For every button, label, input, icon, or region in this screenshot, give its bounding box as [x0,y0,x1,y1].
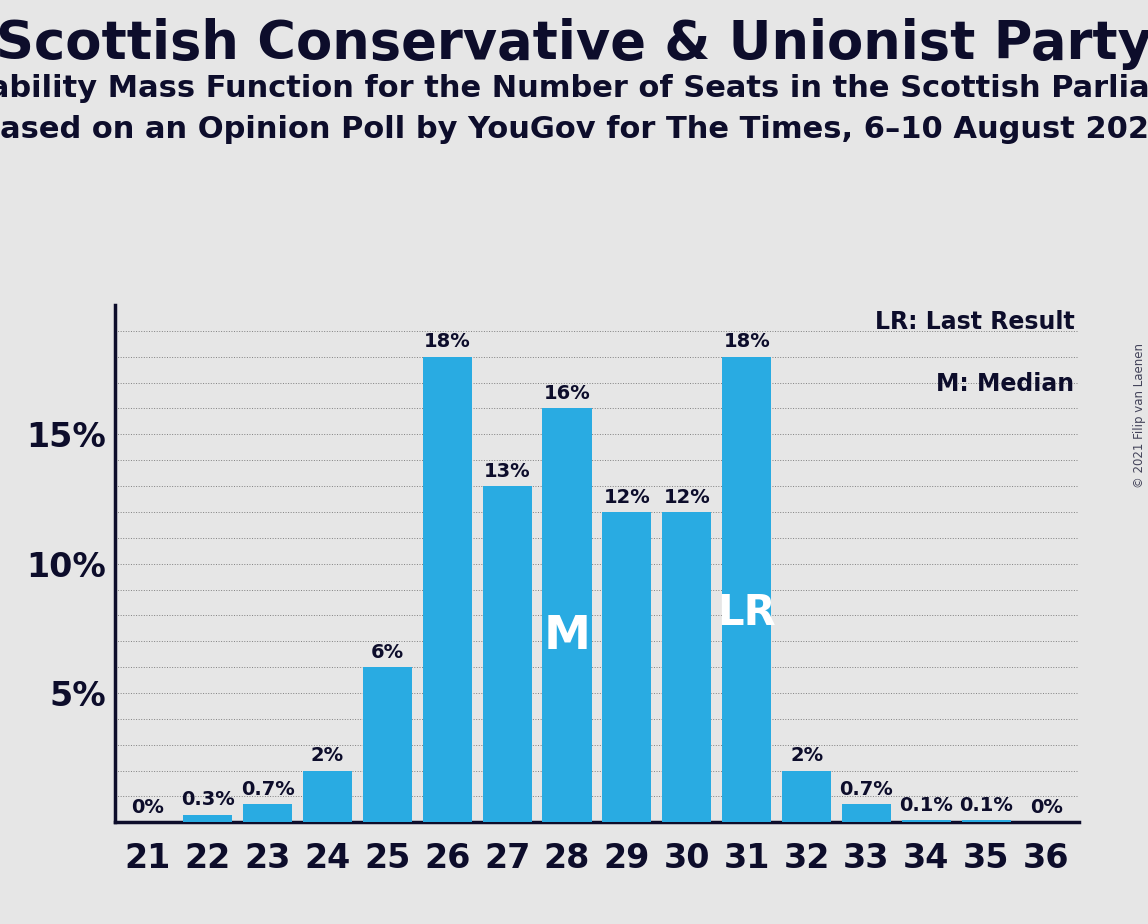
Text: Based on an Opinion Poll by YouGov for The Times, 6–10 August 2020: Based on an Opinion Poll by YouGov for T… [0,115,1148,143]
Text: 12%: 12% [604,488,650,506]
Text: 2%: 2% [311,747,344,765]
Text: 0.1%: 0.1% [899,796,953,815]
Bar [183,815,232,822]
Text: 0.7%: 0.7% [241,780,294,799]
Bar [603,512,651,822]
Bar [243,804,292,822]
Text: © 2021 Filip van Laenen: © 2021 Filip van Laenen [1133,344,1146,488]
Bar [363,667,412,822]
Bar [841,804,891,822]
Bar [782,771,831,822]
Text: 0%: 0% [131,798,164,817]
Text: 6%: 6% [371,643,404,662]
Bar [482,486,532,822]
Text: 0.1%: 0.1% [960,796,1014,815]
Bar [543,408,591,822]
Text: 18%: 18% [424,333,471,351]
Bar [902,820,951,822]
Text: 2%: 2% [790,747,823,765]
Text: Scottish Conservative & Unionist Party: Scottish Conservative & Unionist Party [0,18,1148,70]
Bar [962,820,1011,822]
Text: 0.7%: 0.7% [839,780,893,799]
Text: M: Median: M: Median [936,372,1075,396]
Text: 12%: 12% [664,488,711,506]
Bar [722,357,771,822]
Text: 13%: 13% [483,462,530,480]
Bar [662,512,712,822]
Text: M: M [543,614,590,659]
Bar [303,771,352,822]
Bar [422,357,472,822]
Text: Probability Mass Function for the Number of Seats in the Scottish Parliament: Probability Mass Function for the Number… [0,74,1148,103]
Text: LR: Last Result: LR: Last Result [875,310,1075,334]
Text: LR: LR [718,591,776,634]
Text: 0.3%: 0.3% [180,790,234,809]
Text: 18%: 18% [723,333,770,351]
Text: 16%: 16% [544,384,590,403]
Text: 0%: 0% [1030,798,1063,817]
